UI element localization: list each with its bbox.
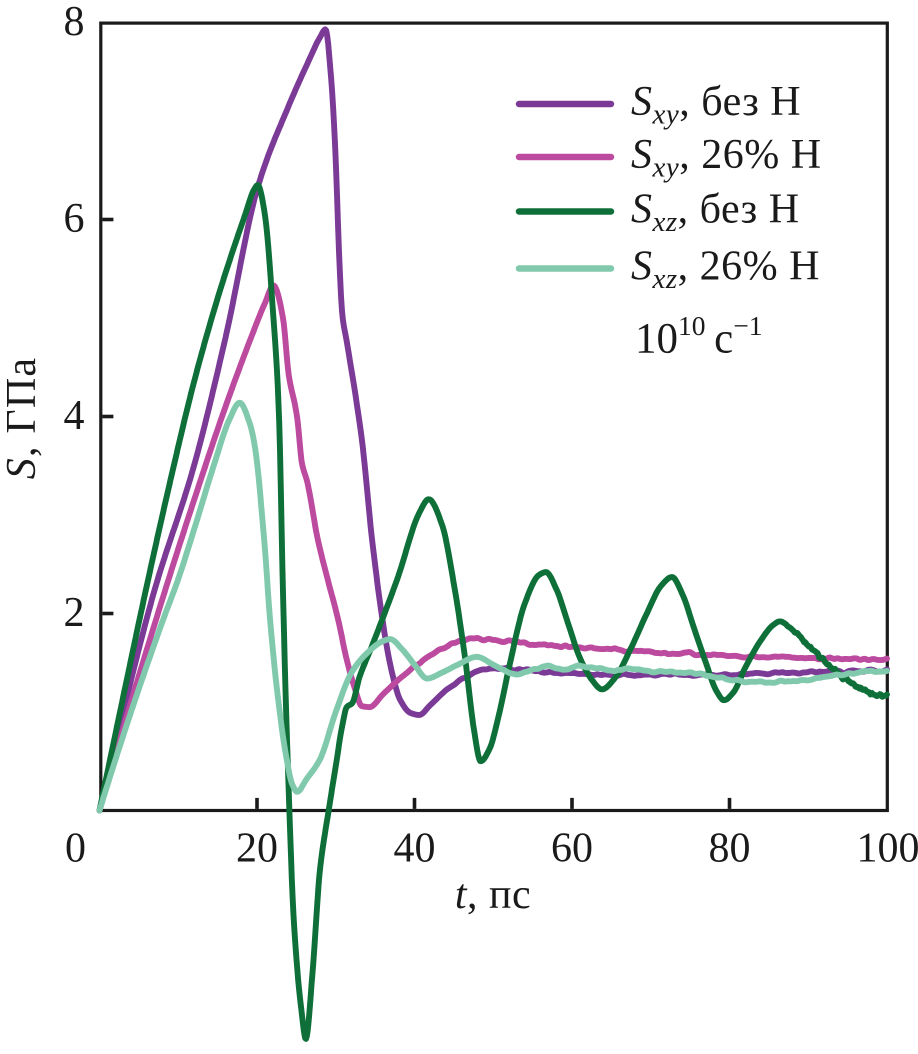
svg-text:8: 8 bbox=[64, 0, 85, 45]
svg-text:60: 60 bbox=[551, 826, 593, 872]
svg-text:40: 40 bbox=[394, 826, 436, 872]
svg-text:80: 80 bbox=[709, 826, 751, 872]
svg-text:6: 6 bbox=[64, 196, 85, 242]
svg-text:S, ГПа: S, ГПа bbox=[0, 357, 45, 479]
svg-text:t, пс: t, пс bbox=[455, 872, 531, 918]
svg-text:2: 2 bbox=[64, 590, 85, 636]
svg-text:100: 100 bbox=[857, 826, 918, 872]
svg-text:4: 4 bbox=[64, 393, 85, 439]
svg-text:0: 0 bbox=[65, 826, 86, 872]
svg-text:20: 20 bbox=[236, 826, 278, 872]
